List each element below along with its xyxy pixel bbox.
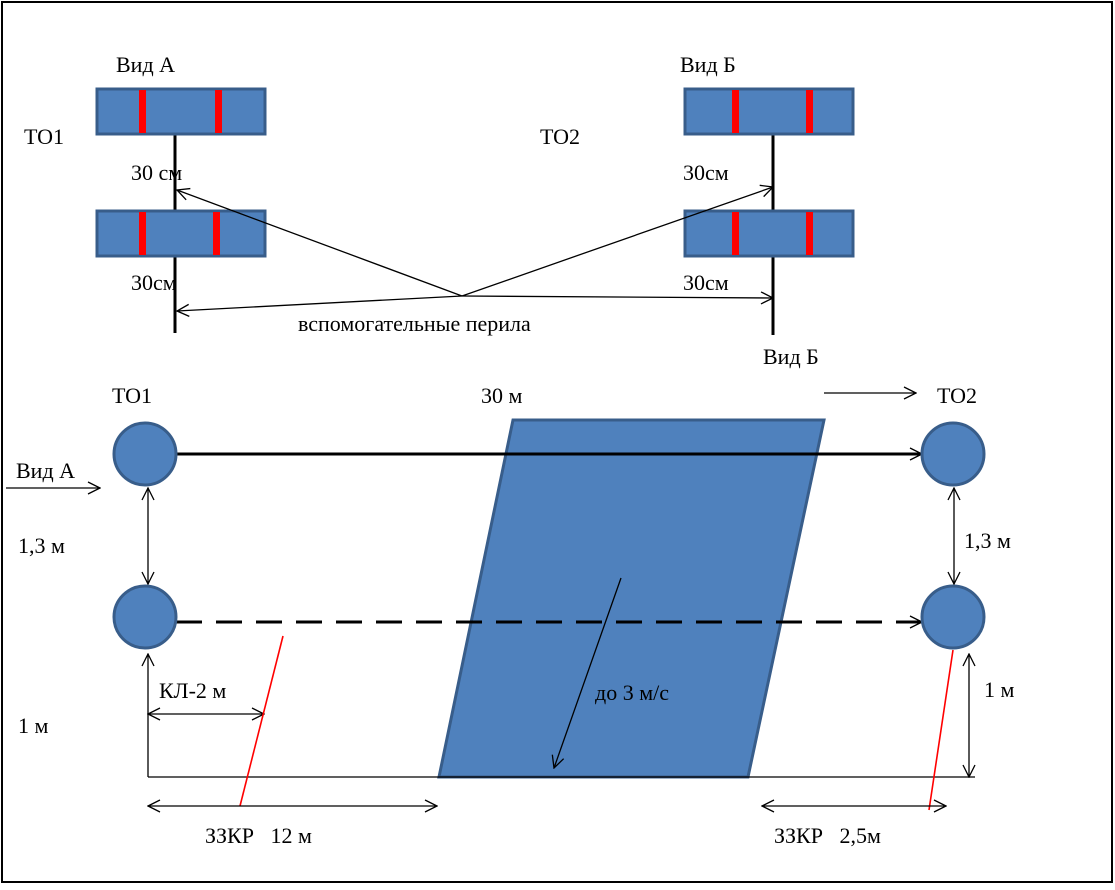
view-a-lower-rope-block bbox=[95, 209, 267, 258]
red-marker bbox=[139, 212, 146, 255]
b-lower-gap-label: 30см bbox=[683, 270, 729, 295]
to1-anchor-lower bbox=[112, 584, 178, 650]
kl-label: КЛ-2 м bbox=[159, 678, 226, 703]
view-b-upper-rope-block bbox=[683, 87, 855, 136]
left-zone-boundary bbox=[239, 635, 284, 807]
view-a-top-label: Вид А bbox=[116, 52, 175, 77]
aux-rail-arrow bbox=[177, 190, 463, 297]
red-marker bbox=[732, 90, 739, 133]
aux-rail-arrow bbox=[461, 296, 773, 298]
to2-bottom-label: ТО2 bbox=[937, 383, 977, 408]
red-marker bbox=[213, 212, 220, 255]
red-marker bbox=[732, 212, 739, 255]
river-area bbox=[437, 418, 826, 779]
to1-anchor-upper bbox=[112, 421, 178, 487]
river-width-label: 30 м bbox=[481, 383, 523, 408]
right-spacing-label: 1,3 м bbox=[964, 528, 1011, 553]
to1-top-label: ТО1 bbox=[24, 124, 64, 149]
to2-anchor-upper bbox=[920, 421, 986, 487]
right-bank-label: 1 м bbox=[984, 677, 1015, 702]
view-b-lower-rope-block bbox=[683, 209, 855, 258]
b-upper-gap-label: 30см bbox=[683, 160, 729, 185]
to1-bottom-label: ТО1 bbox=[112, 383, 152, 408]
zzkr-right-label: ЗЗКР 2,5м bbox=[774, 823, 881, 848]
view-b-arrow-label: Вид Б bbox=[763, 344, 819, 369]
current-arrow bbox=[554, 577, 622, 768]
red-marker bbox=[806, 212, 813, 255]
a-lower-gap-label: 30см bbox=[131, 270, 177, 295]
left-spacing-label: 1,3 м bbox=[18, 533, 65, 558]
right-zone-boundary bbox=[928, 649, 954, 811]
a-upper-gap-label: 30 см bbox=[131, 160, 182, 185]
zzkr-left-label: ЗЗКР 12 м bbox=[205, 823, 312, 848]
left-bank-label: 1 м bbox=[18, 713, 49, 738]
aux-rail-arrow bbox=[461, 187, 773, 297]
red-marker bbox=[139, 90, 146, 133]
view-b-top-label: Вид Б bbox=[680, 52, 736, 77]
to2-anchor-lower bbox=[920, 584, 986, 650]
aux-rail-arrow bbox=[177, 295, 463, 311]
red-marker bbox=[215, 90, 222, 133]
aux-rails-label: вспомогательные перила bbox=[298, 311, 531, 336]
view-a-arrow-label: Вид А bbox=[16, 458, 75, 483]
current-speed-label: до 3 м/с bbox=[595, 680, 669, 705]
to2-top-label: ТО2 bbox=[540, 124, 580, 149]
view-a-upper-rope-block bbox=[95, 87, 267, 136]
red-marker bbox=[806, 90, 813, 133]
